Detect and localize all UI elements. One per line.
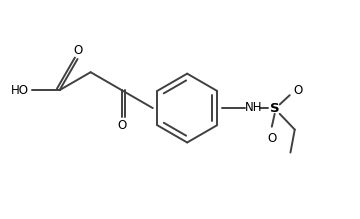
Text: O: O <box>73 44 82 57</box>
Text: HO: HO <box>11 84 29 97</box>
Text: O: O <box>267 132 276 145</box>
Text: NH: NH <box>244 101 262 114</box>
Text: O: O <box>117 119 126 132</box>
Text: O: O <box>294 84 303 97</box>
Text: S: S <box>270 102 279 115</box>
